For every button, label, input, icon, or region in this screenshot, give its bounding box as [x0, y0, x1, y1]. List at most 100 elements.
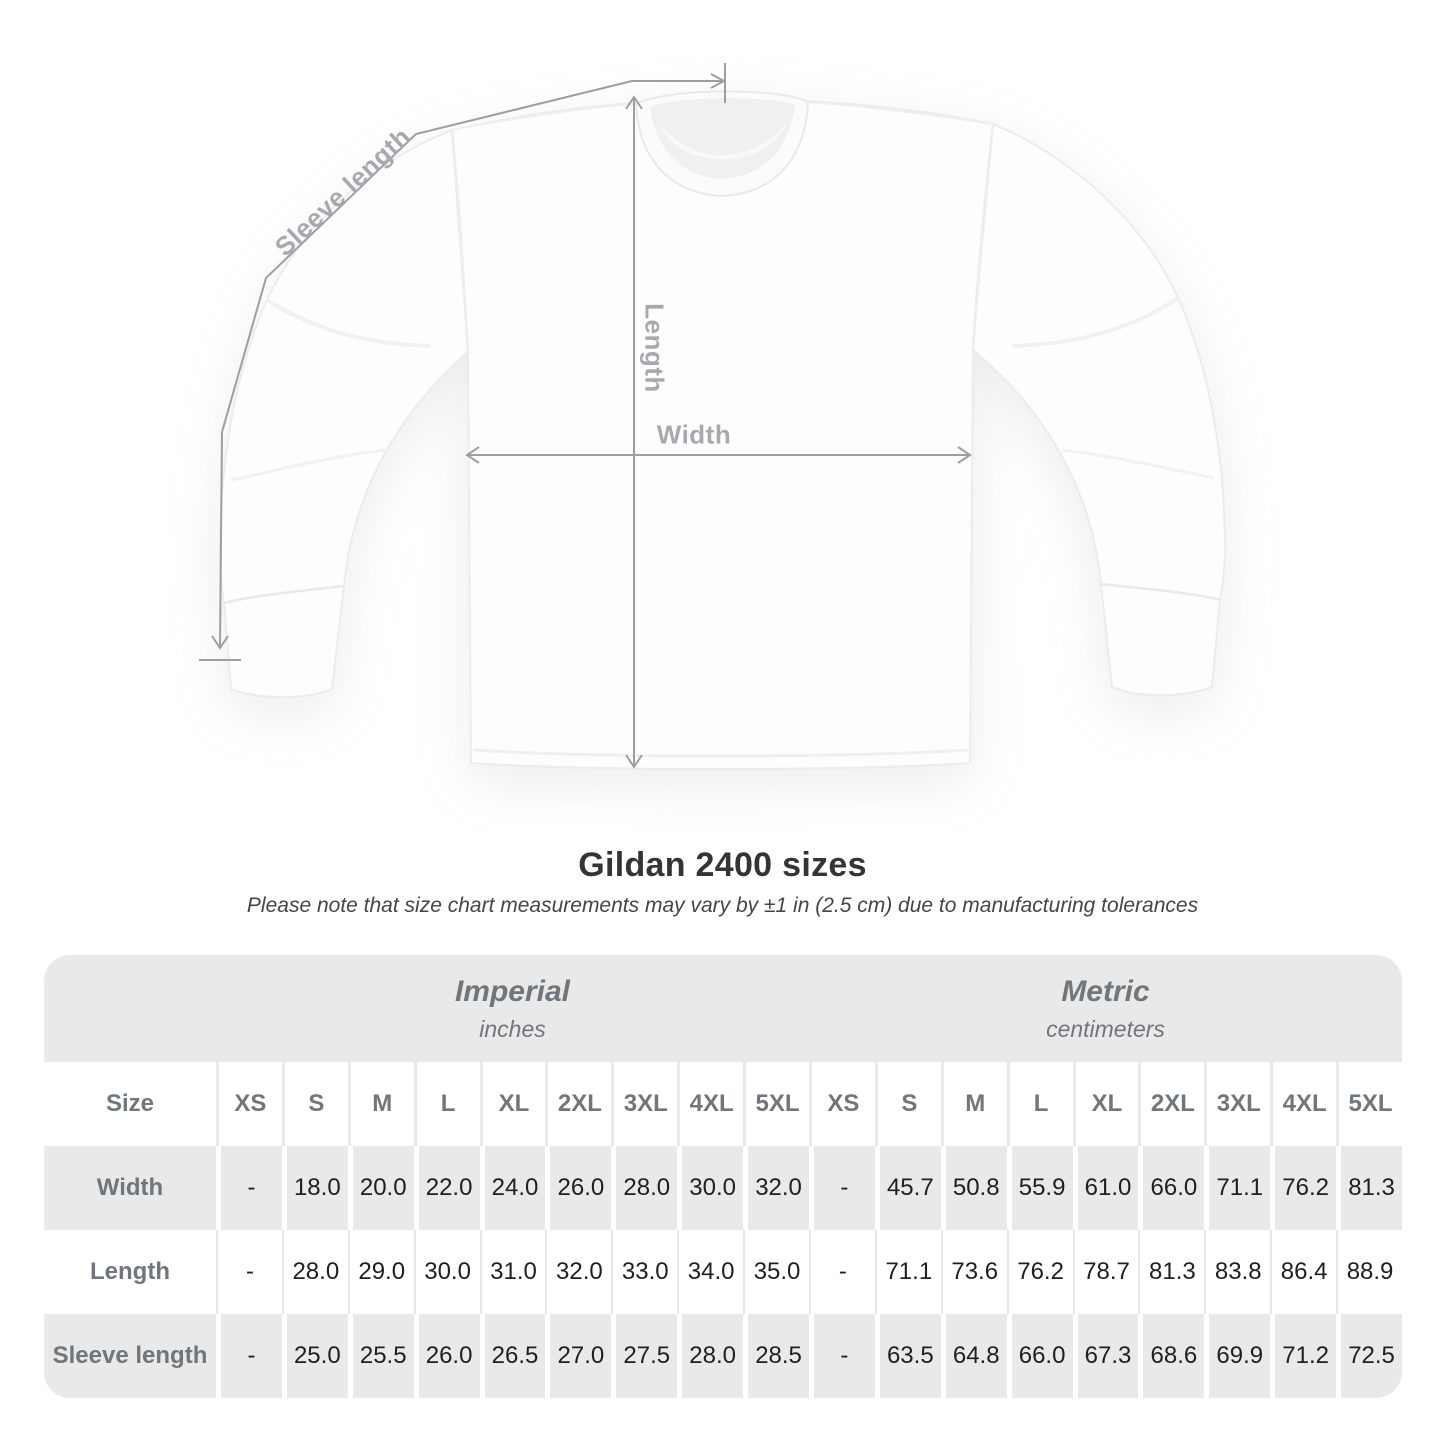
- size-value-cell: 28.0: [611, 1146, 678, 1230]
- size-col-header-metric: S: [874, 1062, 941, 1146]
- size-value-cell: 27.0: [545, 1314, 612, 1398]
- shirt-measurement-diagram: Sleeve length Length Width: [199, 63, 1226, 770]
- size-col-header-imperial: 5XL: [743, 1062, 809, 1146]
- row-label: Length: [44, 1230, 216, 1314]
- size-value-cell: 30.0: [677, 1146, 744, 1230]
- size-value-cell: 26.0: [413, 1314, 480, 1398]
- size-value-cell: 73.6: [940, 1230, 1007, 1314]
- size-value-cell: 25.0: [281, 1314, 348, 1398]
- size-value-cell: 63.5: [874, 1314, 941, 1398]
- size-value-cell: -: [808, 1314, 875, 1398]
- size-value-cell: 66.0: [1138, 1146, 1205, 1230]
- size-value-cell: 28.0: [677, 1314, 744, 1398]
- size-value-cell: 30.0: [413, 1230, 480, 1314]
- table-row: Length -28.0 29.0 30.0 31.0 32.0 33.0 34.0 35.0-…: [44, 1230, 1402, 1314]
- row-label: Sleeve length: [44, 1314, 216, 1398]
- size-value-cell: 25.5: [347, 1314, 414, 1398]
- length-arrow: [625, 95, 643, 769]
- size-value-cell: 76.2: [1270, 1146, 1337, 1230]
- size-value-cell: 67.3: [1072, 1314, 1139, 1398]
- size-value-cell: 24.0: [479, 1146, 546, 1230]
- long-sleeve-shirt-illustration: [199, 63, 1226, 770]
- size-value-cell: 81.3: [1138, 1230, 1205, 1314]
- size-col-header-imperial: XL: [479, 1062, 546, 1146]
- length-label: Length: [639, 303, 670, 393]
- subtitle: Please note that size chart measurements…: [246, 894, 1199, 917]
- imperial-unit: inches: [479, 1015, 546, 1042]
- size-chart-table: Imperial inches Metric centimeters Size X…: [44, 955, 1402, 1398]
- unit-header-band: Imperial inches Metric centimeters: [44, 955, 1402, 1062]
- size-value-cell: 32.0: [743, 1146, 809, 1230]
- size-col-header-imperial: 3XL: [611, 1062, 678, 1146]
- table-row: Width -18.0 20.0 22.0 24.0 26.0 28.0 30.0 32.0-4…: [44, 1146, 1402, 1230]
- size-value-cell: 71.1: [874, 1230, 941, 1314]
- size-value-cell: 81.3: [1336, 1146, 1402, 1230]
- size-value-cell: 50.8: [940, 1146, 1007, 1230]
- size-value-cell: -: [808, 1146, 875, 1230]
- size-value-cell: 86.4: [1270, 1230, 1337, 1314]
- metric-unit: centimeters: [1046, 1015, 1165, 1042]
- size-value-cell: -: [808, 1230, 875, 1314]
- size-column-header: Size: [44, 1062, 216, 1146]
- width-arrow: [465, 446, 972, 464]
- table-row: Sleeve length -25.0 25.5 26.0 26.5 27.0 27.5 28…: [44, 1314, 1402, 1398]
- unit-band-spacer: [44, 955, 216, 1062]
- size-value-cell: 28.5: [743, 1314, 809, 1398]
- metric-header: Metric centimeters: [809, 955, 1402, 1062]
- size-value-cell: 34.0: [677, 1230, 744, 1314]
- size-col-header-metric: M: [940, 1062, 1007, 1146]
- size-value-cell: 64.8: [940, 1314, 1007, 1398]
- size-col-header-metric: XS: [808, 1062, 875, 1146]
- size-value-cell: 31.0: [479, 1230, 546, 1314]
- size-value-cell: 26.5: [479, 1314, 546, 1398]
- size-value-cell: 27.5: [611, 1314, 678, 1398]
- size-value-cell: 71.1: [1204, 1146, 1271, 1230]
- size-value-cell: 61.0: [1072, 1146, 1139, 1230]
- size-col-header-imperial: M: [347, 1062, 414, 1146]
- size-value-cell: 22.0: [413, 1146, 480, 1230]
- size-value-cell: 26.0: [545, 1146, 612, 1230]
- size-value-cell: 72.5: [1336, 1314, 1402, 1398]
- size-value-cell: 69.9: [1204, 1314, 1271, 1398]
- size-value-cell: 83.8: [1204, 1230, 1271, 1314]
- size-col-header-imperial: L: [413, 1062, 480, 1146]
- size-col-header-metric: 2XL: [1138, 1062, 1205, 1146]
- size-value-cell: 45.7: [874, 1146, 941, 1230]
- size-value-cell: 66.0: [1006, 1314, 1073, 1398]
- size-value-cell: 55.9: [1006, 1146, 1073, 1230]
- size-value-cell: 71.2: [1270, 1314, 1337, 1398]
- size-value-cell: 20.0: [347, 1146, 414, 1230]
- size-col-header-imperial: XS: [216, 1062, 282, 1146]
- size-value-cell: 18.0: [281, 1146, 348, 1230]
- imperial-header: Imperial inches: [216, 955, 809, 1062]
- size-col-header-metric: 5XL: [1336, 1062, 1402, 1146]
- size-value-cell: 76.2: [1006, 1230, 1073, 1314]
- width-label: Width: [656, 419, 732, 450]
- size-value-cell: 78.7: [1072, 1230, 1139, 1314]
- size-value-cell: 28.0: [281, 1230, 348, 1314]
- row-label: Width: [44, 1146, 216, 1230]
- size-col-header-imperial: 2XL: [545, 1062, 612, 1146]
- metric-label: Metric: [1061, 974, 1150, 1008]
- size-value-cell: 32.0: [545, 1230, 612, 1314]
- size-value-cell: -: [216, 1230, 282, 1314]
- page-title: Gildan 2400 sizes: [578, 846, 867, 884]
- size-col-header-metric: 3XL: [1204, 1062, 1271, 1146]
- size-col-header-imperial: S: [281, 1062, 348, 1146]
- imperial-label: Imperial: [454, 974, 571, 1008]
- size-value-cell: 29.0: [347, 1230, 414, 1314]
- size-value-cell: 33.0: [611, 1230, 678, 1314]
- size-value-cell: 68.6: [1138, 1314, 1205, 1398]
- size-header-row: Size XS S M L XL 2XL 3XL 4XL 5XL XS S M L XL 2XL 3XL 4XL 5…: [44, 1062, 1402, 1146]
- shirt-shape: [218, 90, 1226, 770]
- size-value-cell: -: [216, 1314, 282, 1398]
- size-value-cell: 35.0: [743, 1230, 809, 1314]
- size-col-header-imperial: 4XL: [677, 1062, 744, 1146]
- size-value-cell: -: [216, 1146, 282, 1230]
- size-chart-grid: Size XS S M L XL 2XL 3XL 4XL 5XL XS S M L XL 2XL 3XL 4XL 5…: [44, 1062, 1402, 1398]
- size-col-header-metric: XL: [1072, 1062, 1139, 1146]
- sleeve-length-arrow: [199, 63, 727, 661]
- title-block: Gildan 2400 sizes Please note that size …: [0, 846, 1445, 918]
- size-col-header-metric: L: [1006, 1062, 1073, 1146]
- size-col-header-metric: 4XL: [1270, 1062, 1337, 1146]
